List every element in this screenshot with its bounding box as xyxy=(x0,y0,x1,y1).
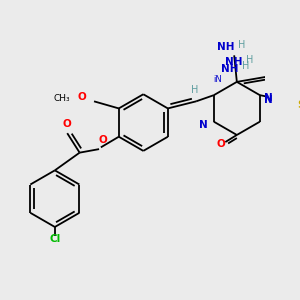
Text: N: N xyxy=(264,93,273,103)
Text: NH: NH xyxy=(221,64,238,74)
Text: N: N xyxy=(199,120,208,130)
Text: N: N xyxy=(264,94,273,105)
Text: CH₃: CH₃ xyxy=(54,94,70,103)
Text: S: S xyxy=(297,100,300,110)
Text: iN: iN xyxy=(213,75,222,84)
Text: H: H xyxy=(245,55,253,65)
Text: H: H xyxy=(238,40,245,50)
Text: H: H xyxy=(191,85,198,95)
Text: NH: NH xyxy=(217,42,234,52)
Text: NH: NH xyxy=(225,57,242,68)
Text: H: H xyxy=(242,61,249,71)
Text: Cl: Cl xyxy=(49,234,61,244)
Text: O: O xyxy=(77,92,86,102)
Text: O: O xyxy=(217,139,225,149)
Text: O: O xyxy=(98,135,107,145)
Text: O: O xyxy=(63,119,72,129)
